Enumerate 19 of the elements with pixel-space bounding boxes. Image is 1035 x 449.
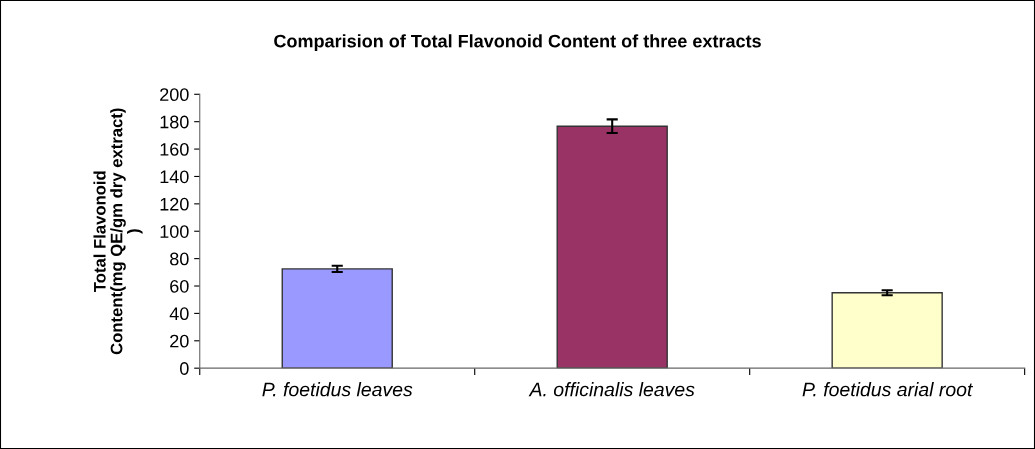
y-tick-label: 100 [160, 225, 189, 238]
x-tick-label: A. officinalis leaves [528, 382, 695, 397]
chart-title: Comparision of Total Flavonoid Content of three extracts [274, 34, 761, 52]
bar [281, 268, 393, 369]
y-tick-label: 200 [160, 88, 189, 102]
y-tick-label: 0 [180, 362, 189, 375]
y-tick-label: 40 [169, 307, 189, 321]
y-tick-label: 60 [170, 279, 189, 293]
x-tick-label: P. foetidus leaves [262, 382, 413, 397]
y-tick-label: 180 [160, 115, 189, 129]
y-axis-title: Total Flavonoid Content(mg QE/gm dry extract) ) [93, 108, 143, 355]
y-tick-label: 80 [170, 252, 189, 266]
x-tick-label: P. foetidus arial root [802, 382, 974, 397]
y-tick-label: 20 [170, 334, 189, 348]
bar [556, 125, 668, 369]
y-tick-label: 120 [160, 197, 189, 211]
bar [831, 292, 943, 369]
y-tick-label: 140 [160, 170, 189, 184]
y-tick-label: 160 [160, 143, 189, 156]
